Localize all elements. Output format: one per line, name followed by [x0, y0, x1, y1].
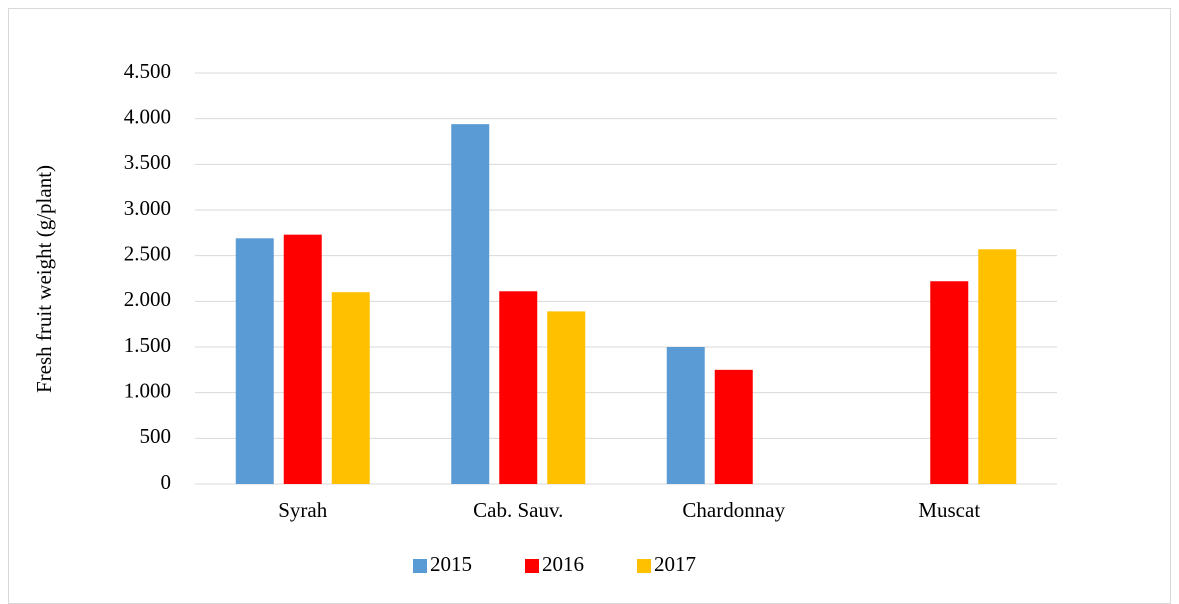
x-tick-label: Cab. Sauv. [473, 498, 563, 522]
bar [235, 238, 274, 484]
y-tick-label: 2.500 [124, 241, 171, 265]
legend-swatch [525, 559, 539, 573]
bar [930, 281, 969, 484]
x-tick-label: Muscat [918, 498, 980, 522]
bar [547, 311, 586, 484]
y-tick-label: 1.000 [124, 378, 171, 402]
y-tick-label: 4.500 [124, 59, 171, 83]
legend-label: 2017 [654, 552, 696, 576]
bar [283, 234, 322, 484]
bar [714, 369, 753, 484]
legend-label: 2016 [542, 552, 584, 576]
y-tick-label: 0 [161, 470, 172, 494]
y-tick-label: 3.000 [124, 196, 171, 220]
chart-border [8, 8, 1171, 604]
bar [666, 347, 705, 484]
bar [451, 124, 490, 484]
bar [331, 292, 370, 484]
y-axis-label: Fresh fruit weight (g/plant) [32, 165, 56, 393]
legend-label: 2015 [430, 552, 472, 576]
bar [978, 249, 1017, 484]
y-tick-label: 2.000 [124, 287, 171, 311]
y-tick-label: 500 [140, 424, 172, 448]
y-tick-label: 3.500 [124, 150, 171, 174]
legend-swatch [413, 559, 427, 573]
y-tick-label: 4.000 [124, 104, 171, 128]
x-tick-label: Syrah [278, 498, 327, 522]
bar [499, 291, 538, 484]
y-tick-label: 1.500 [124, 333, 171, 357]
x-tick-label: Chardonnay [682, 498, 785, 522]
legend-swatch [637, 559, 651, 573]
